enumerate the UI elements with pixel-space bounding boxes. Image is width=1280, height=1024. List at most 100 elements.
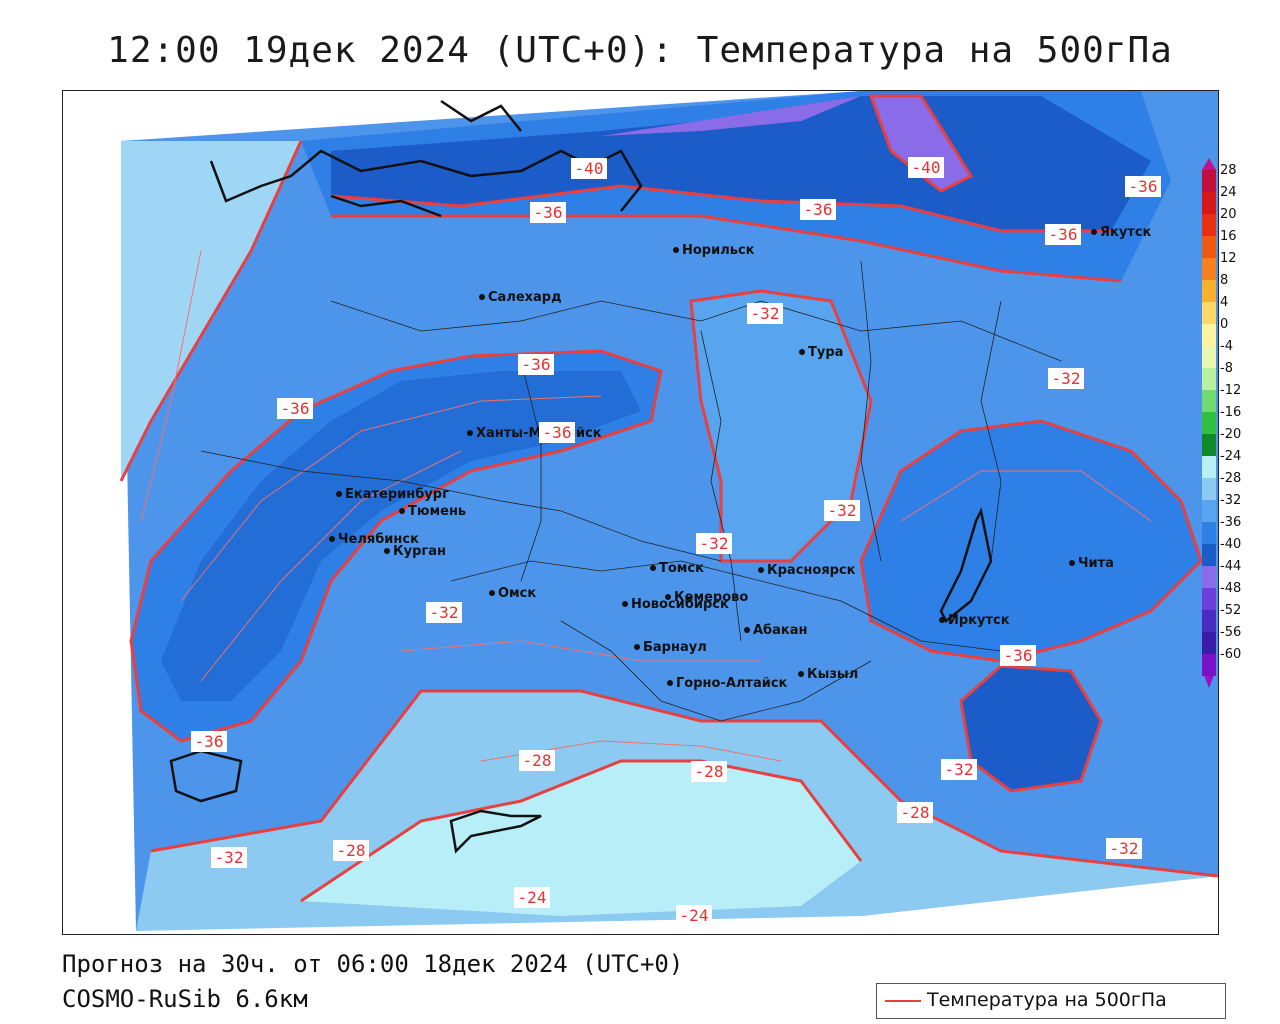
coastlines xyxy=(169,99,993,854)
scale-swatch xyxy=(1202,258,1216,280)
isotherm-label-bg xyxy=(1048,368,1084,389)
city-marker xyxy=(1069,560,1075,566)
isotherm-label: -32 xyxy=(1110,839,1139,858)
isotherm-label-bg xyxy=(747,303,783,324)
city-label: Кемерово xyxy=(674,590,748,605)
isotherm-label-bg xyxy=(571,158,607,179)
city-marker xyxy=(329,536,335,542)
city-label: Кызыл xyxy=(807,667,858,682)
isotherm-lines xyxy=(119,94,1218,903)
scale-label: 12 xyxy=(1220,251,1237,266)
isotherm-label-bg xyxy=(333,840,369,861)
city-label: Чита xyxy=(1078,556,1114,571)
city-marker xyxy=(479,294,485,300)
isotherm-label: -36 xyxy=(281,399,310,418)
cities-layer: Норильск Якутск Салехард Тура Ханты-Мансийск… xyxy=(329,225,1152,691)
city-marker xyxy=(336,491,342,497)
isotherm-labels-layer: -40 -40 -36 -36 -36 -36 -32 -36 -32 -36 -36 -32 -32 -… xyxy=(191,157,1161,926)
scale-swatch xyxy=(1202,214,1216,236)
isotherm-label: -28 xyxy=(337,841,366,860)
forecast-info: Прогноз на 30ч. от 06:00 18дек 2024 (UTC… xyxy=(62,950,684,978)
field-purple-2 xyxy=(871,96,971,191)
isotherm-label-bg xyxy=(519,750,555,771)
field-east-36b xyxy=(961,666,1101,791)
city-marker xyxy=(673,247,679,253)
isotherm-label-bg xyxy=(1106,838,1142,859)
isotherm-label: -36 xyxy=(1049,225,1078,244)
scale-label: -8 xyxy=(1220,361,1233,376)
city-marker xyxy=(798,671,804,677)
scale-label: -4 xyxy=(1220,339,1233,354)
scale-swatch xyxy=(1202,588,1216,610)
isotherm-label: -32 xyxy=(1052,369,1081,388)
scale-swatch xyxy=(1202,522,1216,544)
isotherm-label-bg xyxy=(941,759,977,780)
model-name: COSMO-RuSib 6.6км xyxy=(62,985,308,1013)
isotherm-label: -36 xyxy=(195,732,224,751)
field-south-24 xyxy=(301,761,861,916)
legend-label: Температура на 500гПа xyxy=(927,989,1167,1011)
scale-label: -12 xyxy=(1220,383,1242,398)
isotherm-label: -32 xyxy=(945,760,974,779)
isotherm-label: -32 xyxy=(215,848,244,867)
isotherm-label: -36 xyxy=(534,203,563,222)
map-area[interactable]: Норильск Якутск Салехард Тура Ханты-Мансийск… xyxy=(62,90,1219,935)
isotherm-label-bg xyxy=(1000,645,1036,666)
city-label: Томск xyxy=(659,561,704,576)
field-base xyxy=(121,91,1218,931)
scale-label: 0 xyxy=(1220,317,1229,332)
city-marker xyxy=(1091,229,1097,235)
temperature-map[interactable]: Норильск Якутск Салехард Тура Ханты-Мансийск… xyxy=(63,91,1218,934)
scale-label: -24 xyxy=(1220,449,1242,464)
scale-arrow-top xyxy=(1202,158,1216,170)
scale-label: 4 xyxy=(1220,295,1229,310)
scale-swatch xyxy=(1202,368,1216,390)
scale-label: -28 xyxy=(1220,471,1242,486)
isotherm-label-bg xyxy=(277,398,313,419)
isotherm-label: -32 xyxy=(430,603,459,622)
color-scale: 28 24 20 16 12 8 4 0 -4 -8 -12 -16 -20 -24 -28 -32 -36 -4… xyxy=(1198,158,1258,688)
field-north-40 xyxy=(331,96,1151,231)
city-label: Норильск xyxy=(682,243,755,258)
scale-label: -20 xyxy=(1220,427,1242,442)
isotherm-label: -24 xyxy=(518,888,547,907)
legend-line-swatch xyxy=(885,1000,921,1002)
isotherm-label-bg xyxy=(530,202,566,223)
city-label: Иркутск xyxy=(948,613,1010,628)
city-label: Курган xyxy=(393,544,446,559)
scale-label: -44 xyxy=(1220,559,1242,574)
isotherm-label: -36 xyxy=(804,200,833,219)
isotherm-label-bg xyxy=(691,761,727,782)
scale-swatch xyxy=(1202,192,1216,214)
isotherm-label-bg xyxy=(696,533,732,554)
scale-swatch xyxy=(1202,412,1216,434)
city-label: Екатеринбург xyxy=(345,487,449,502)
isotherm-label: -36 xyxy=(522,355,551,374)
city-marker xyxy=(489,590,495,596)
isotherm-label: -36 xyxy=(1004,646,1033,665)
city-marker xyxy=(667,680,673,686)
scale-swatch xyxy=(1202,434,1216,456)
isotherm-label-bg xyxy=(800,199,836,220)
city-marker xyxy=(650,565,656,571)
map-title: 12:00 19дек 2024 (UTC+0): Температура на… xyxy=(107,30,1173,71)
scale-swatch xyxy=(1202,280,1216,302)
isotherm-label-bg xyxy=(676,905,712,926)
scale-label: -56 xyxy=(1220,625,1242,640)
city-label: Тура xyxy=(808,345,843,360)
scale-label: 28 xyxy=(1220,163,1237,178)
field-central-32 xyxy=(691,291,871,561)
thin-isotherms xyxy=(140,250,1152,762)
city-marker xyxy=(399,508,405,514)
isotherm-label-bg xyxy=(824,500,860,521)
legend: Температура на 500гПа xyxy=(876,983,1226,1019)
city-label: Горно-Алтайск xyxy=(676,676,788,691)
isotherm-label-bg xyxy=(897,802,933,823)
scale-swatch xyxy=(1202,654,1216,676)
city-marker xyxy=(758,567,764,573)
city-marker xyxy=(799,349,805,355)
field-west-light xyxy=(121,141,301,481)
scale-swatch xyxy=(1202,390,1216,412)
scale-label: 20 xyxy=(1220,207,1237,222)
field-west-40 xyxy=(161,371,641,701)
